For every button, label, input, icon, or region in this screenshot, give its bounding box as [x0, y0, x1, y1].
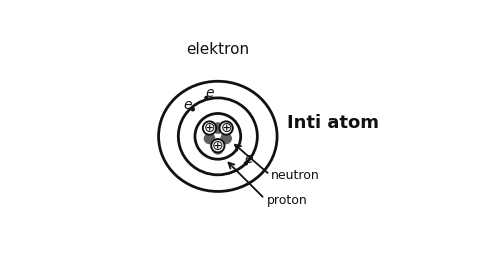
Circle shape: [203, 122, 216, 135]
Circle shape: [204, 133, 215, 144]
Circle shape: [205, 96, 208, 99]
Circle shape: [211, 139, 224, 152]
Text: e: e: [245, 152, 253, 166]
Text: neutron: neutron: [271, 169, 320, 182]
Text: e: e: [183, 98, 192, 112]
Text: Inti atom: Inti atom: [288, 114, 379, 132]
Circle shape: [219, 122, 233, 135]
Text: elektron: elektron: [186, 42, 249, 57]
Circle shape: [212, 143, 224, 155]
Text: proton: proton: [267, 194, 307, 207]
Circle shape: [192, 108, 194, 111]
Circle shape: [212, 122, 224, 134]
Text: e: e: [206, 86, 214, 100]
Text: ⊕: ⊕: [212, 139, 224, 153]
Text: ⊕: ⊕: [220, 121, 232, 135]
Text: ⊕: ⊕: [204, 121, 215, 135]
Circle shape: [220, 133, 232, 144]
Circle shape: [245, 162, 247, 165]
